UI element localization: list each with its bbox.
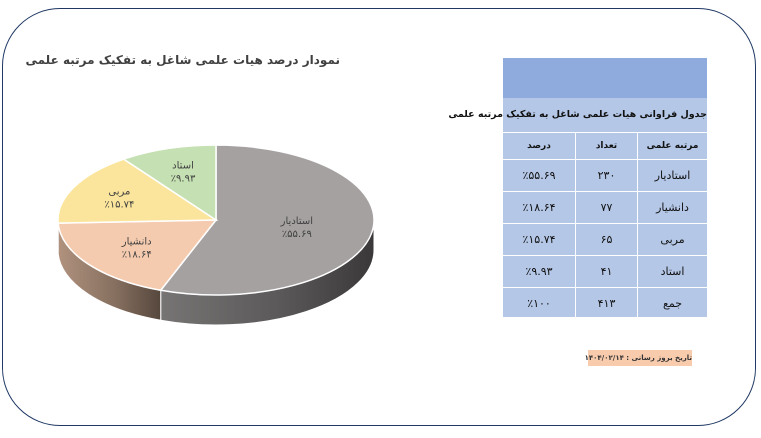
cell-percent: ٪۱۵.۷۴ <box>522 233 556 246</box>
pie-slice-3 <box>122 144 217 222</box>
cell-count: ۶۵ <box>575 224 637 255</box>
cell-percent: ٪۱۸.۶۴ <box>522 201 556 214</box>
slice-value-label: ٪۱۵.۷۴ <box>104 200 134 211</box>
table-title: جدول فراوانی هیات علمی شاغل به تفکیک مرت… <box>448 98 707 133</box>
cell-total-label: جمع <box>637 288 707 319</box>
frequency-table: جدول فراوانی هیات علمی شاغل به تفکیک مرت… <box>448 58 707 319</box>
pie-slice-0 <box>159 144 375 296</box>
table-header-band <box>503 58 707 98</box>
table-row: استادیار ۲۳۰ ٪۵۵.۶۹ <box>503 160 707 192</box>
pie-top-faces <box>57 144 375 296</box>
header-count: تعداد <box>575 133 637 159</box>
table-total-row: جمع ۴۱۳ ٪۱۰۰ <box>503 288 707 319</box>
slice-name-label: دانشیار <box>121 236 152 247</box>
slice-value-label: ٪۹.۹۳ <box>171 173 196 184</box>
slice-value-label: ٪۵۵.۶۹ <box>282 229 312 240</box>
update-date: تاریخ بروز رسانی : ۱۴۰۴/۰۲/۱۴ <box>585 350 692 366</box>
slice-value-label: ٪۱۸.۶۴ <box>122 249 152 260</box>
table-row: استاد ۴۱ ٪۹.۹۳ <box>503 256 707 288</box>
pie-labels: استادیار ٪۵۵.۶۹ دانشیار ٪۱۸.۶۴ مربی ٪۱۵.۷۴ است… <box>104 160 313 260</box>
chart-title: نمودار درصد هیات علمی شاغل به تفکیک مرتب… <box>25 53 341 67</box>
cell-count: ۲۳۰ <box>575 160 637 191</box>
cell-rank: دانشیار <box>637 192 707 223</box>
cell-percent: ٪۹.۹۳ <box>525 265 553 278</box>
slice-name-label: مربی <box>108 187 130 198</box>
table-row: مربی ۶۵ ٪۱۵.۷۴ <box>503 224 707 256</box>
header-rank: مرتبه علمی <box>637 133 707 159</box>
cell-percent: ٪۵۵.۶۹ <box>522 169 556 182</box>
pie-slice-1 <box>57 219 218 292</box>
slice-name-label: استادیار <box>280 216 313 227</box>
pie-slice-2 <box>57 158 219 224</box>
slice-name-label: استاد <box>172 160 194 171</box>
cell-total-percent: ٪۱۰۰ <box>527 297 551 310</box>
table-header-row: مرتبه علمی تعداد درصد <box>503 133 707 160</box>
cell-total-count: ۴۱۳ <box>575 288 637 319</box>
cell-count: ۷۷ <box>575 192 637 223</box>
cell-rank: استادیار <box>637 160 707 191</box>
cell-rank: استاد <box>637 256 707 287</box>
header-percent: درصد <box>527 141 551 151</box>
cell-rank: مربی <box>637 224 707 255</box>
cell-count: ۴۱ <box>575 256 637 287</box>
table-row: دانشیار ۷۷ ٪۱۸.۶۴ <box>503 192 707 224</box>
